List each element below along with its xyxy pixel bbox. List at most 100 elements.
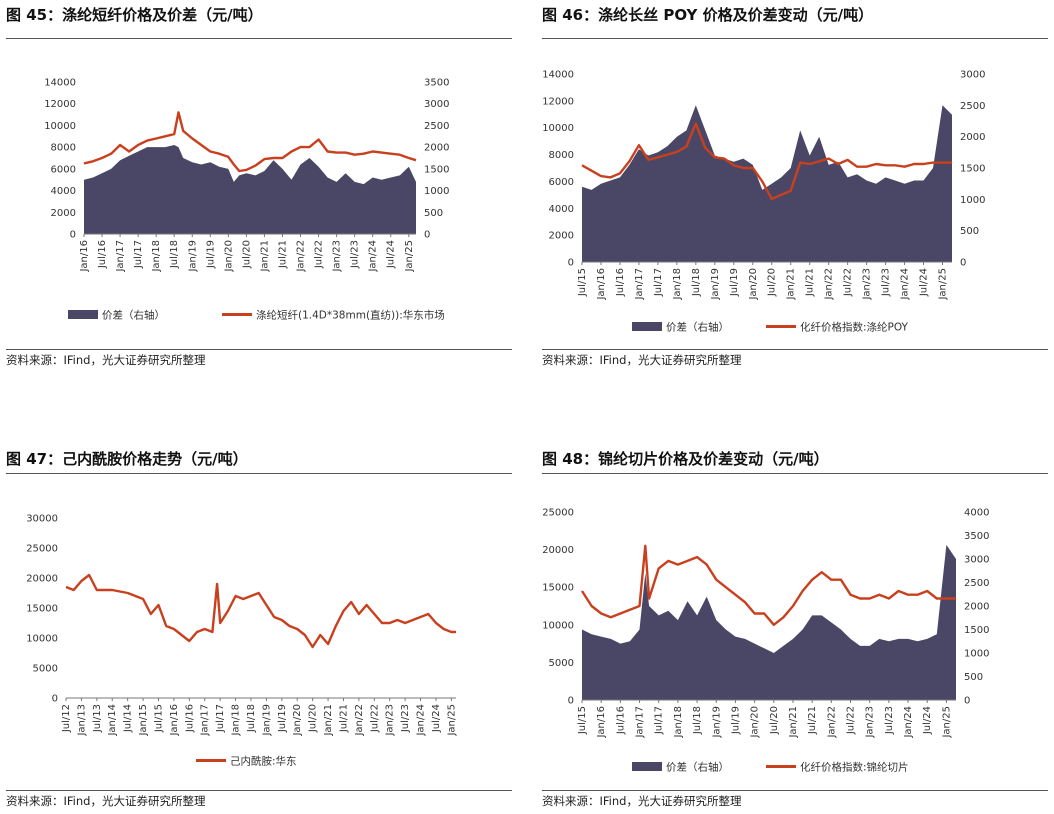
y-right-tick-label: 2500 [964,578,989,589]
y-right-tick-label: 2000 [960,132,985,143]
y-right-tick-label: 2500 [960,101,985,112]
x-tick-label: Jul/23 [350,240,361,269]
x-tick-label: Jan/25 [938,268,949,301]
chart-svg: 0 5000 10000 15000 20000 25000 30000 Jul/12 Jan/… [26,514,457,768]
x-tick-label: Jul/16 [615,706,626,735]
x-tick-label: Jan/20 [750,706,761,739]
legend-swatch [632,762,662,771]
chart-panel-48: 图 48：锦纶切片价格及价差变动（元/吨） 0 5000 10000 15000 200… [542,448,1050,814]
x-tick-label: Jan/18 [673,706,684,739]
series-line-1 [580,544,956,626]
y-right-tick-label: 500 [960,226,979,237]
x-tick-label: Jul/24 [919,268,930,297]
series-area-0 [582,105,952,262]
x-tick-label: Jan/23 [385,704,396,737]
x-tick-label: Jan/21 [788,706,799,739]
y-left-tick-label: 15000 [542,583,574,594]
x-tick-label: Jan/17 [200,704,211,737]
x-tick-label: Jan/24 [903,706,914,739]
y-left-tick-label: 25000 [542,508,574,519]
x-tick-label: Jul/19 [730,706,741,735]
x-tick-label: Jan/20 [748,268,759,301]
legend-item-1: 化纤价格指数:锦纶切片 [766,761,909,774]
x-tick-label: Jan/19 [711,706,722,739]
y-left-tick-label: 2000 [549,231,574,242]
chart-panel-47: 图 47：己内酰胺价格走势（元/吨） 0 5000 10000 15000 20000 2… [6,448,514,814]
x-tick-label: Jul/24 [431,704,442,733]
chart-title: 图 48：锦纶切片价格及价差变动（元/吨） [542,450,829,468]
y-left-tick-label: 12000 [542,96,574,107]
x-tick-label: Jan/24 [416,704,427,737]
legend-label: 价差（右轴） [102,309,165,322]
legend-item-0: 价差（右轴） [632,761,729,774]
chart-source: 资料来源：IFind，光大证券研究所整理 [6,353,206,367]
x-tick-label: Jan/19 [261,704,272,737]
y-left-tick-label: 8000 [51,143,76,154]
x-tick-label: Jan/16 [596,706,607,739]
x-tick-label: Jul/21 [805,268,816,297]
x-tick-label: Jan/23 [332,240,343,273]
legend-item-0: 价差（右轴） [68,309,165,322]
legend-item-1: 涤纶短纤(1.4D*38mm(直纺)):华东市场 [222,309,445,322]
y-right-tick-label: 2000 [424,143,449,154]
y-right-tick-label: 3000 [964,555,989,566]
x-tick-label: Jul/14 [123,704,134,733]
x-tick-label: Jul/17 [215,704,226,733]
y-left-tick-label: 10000 [542,123,574,134]
y-left-tick-label: 5000 [33,664,58,675]
x-tick-label: Jul/22 [369,704,380,733]
legend-swatch [632,322,662,331]
series-line-1 [83,111,417,173]
series-area-0 [84,145,416,234]
x-tick-label: Jul/21 [807,706,818,735]
x-tick-label: Jul/15 [577,706,588,735]
x-tick-label: Jan/23 [862,268,873,301]
y-right-tick-label: 3000 [424,99,449,110]
y-left-tick-label: 10000 [44,121,76,132]
x-tick-label: Jan/21 [786,268,797,301]
y-right-tick-label: 1500 [964,625,989,636]
x-tick-label: Jul/13 [92,704,103,733]
y-left-tick-label: 10000 [542,620,574,631]
title-rule [6,473,512,474]
legend-item-0: 己内酰胺:华东 [196,755,297,768]
y-right-tick-label: 1000 [424,186,449,197]
y-right-tick-label: 500 [964,672,983,683]
x-tick-label: Jul/18 [691,268,702,297]
x-tick-label: Jan/22 [826,706,837,739]
y-left-tick-label: 5000 [549,658,574,669]
chart-panel-46: 图 46：涤纶长丝 POY 价格及价差变动（元/吨） 0 2000 4000 6000… [542,4,1050,370]
x-tick-label: Jul/19 [277,704,288,733]
x-tick-label: Jan/22 [354,704,365,737]
source-rule [6,349,512,350]
x-tick-label: Jan/25 [446,704,457,737]
x-tick-label: Jul/24 [922,706,933,735]
x-tick-label: Jul/19 [729,268,740,297]
x-tick-label: Jul/15 [153,704,164,733]
chart-title: 图 47：己内酰胺价格走势（元/吨） [6,450,248,468]
legend-label: 价差（右轴） [666,761,729,774]
x-tick-label: Jul/18 [692,706,703,735]
x-tick-label: Jan/23 [865,706,876,739]
x-tick-label: Jul/20 [767,268,778,297]
y-right-tick-label: 2500 [424,121,449,132]
x-tick-label: Jan/18 [231,704,242,737]
x-tick-label: Jan/25 [404,240,415,273]
x-tick-label: Jul/12 [61,704,72,733]
title-rule [542,473,1048,474]
y-right-tick-label: 2000 [964,602,989,613]
y-right-tick-label: 500 [424,208,443,219]
y-left-tick-label: 0 [568,258,574,269]
x-tick-label: Jan/19 [187,240,198,273]
title-rule [6,38,512,39]
x-tick-label: Jul/21 [338,704,349,733]
x-tick-label: Jan/17 [634,268,645,301]
y-left-tick-label: 6000 [549,177,574,188]
title-rule [542,38,1048,39]
y-right-tick-label: 1500 [960,164,985,175]
y-left-tick-label: 0 [568,696,574,707]
x-tick-label: Jan/17 [115,240,126,273]
y-left-tick-label: 25000 [26,544,58,555]
legend-item-1: 化纤价格指数:涤纶POY [766,321,909,334]
source-rule [542,349,1048,350]
